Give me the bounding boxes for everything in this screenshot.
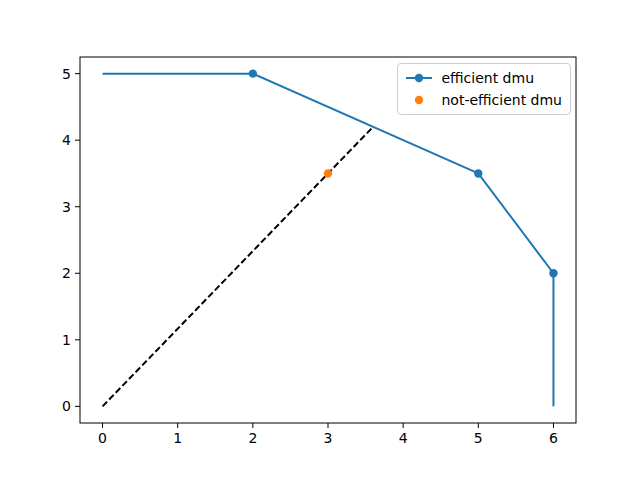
x-tick-label: 6 bbox=[549, 430, 558, 446]
legend: efficient dmu not-efficient dmu bbox=[397, 63, 571, 115]
legend-item-efficient-dmu: efficient dmu bbox=[404, 68, 562, 88]
x-tick-label: 5 bbox=[474, 430, 483, 446]
y-tick-label: 1 bbox=[62, 332, 71, 348]
x-tick-label: 1 bbox=[173, 430, 182, 446]
efficient dmu-line bbox=[103, 74, 554, 407]
y-tick-label: 3 bbox=[62, 199, 71, 215]
y-tick-label: 0 bbox=[62, 398, 71, 414]
x-tick-label: 4 bbox=[399, 430, 408, 446]
figure: 0 1 2 3 4 5 6 0 1 2 3 4 5 efficient dmu not-efficien… bbox=[0, 0, 640, 480]
legend-label-efficient-dmu: efficient dmu bbox=[441, 68, 534, 88]
projection-ray-line bbox=[103, 127, 374, 406]
line-marker-icon bbox=[404, 71, 434, 85]
efficient dmu-marker bbox=[474, 169, 482, 177]
efficient dmu-marker bbox=[549, 269, 557, 277]
legend-item-not-efficient-dmu: not-efficient dmu bbox=[404, 90, 562, 110]
x-tick-label: 2 bbox=[248, 430, 257, 446]
x-tick-label: 0 bbox=[98, 430, 107, 446]
y-tick-label: 5 bbox=[62, 66, 71, 82]
not-efficient dmu-marker bbox=[324, 169, 332, 177]
y-tick-label: 2 bbox=[62, 265, 71, 281]
x-tick-label: 3 bbox=[324, 430, 333, 446]
dot-icon bbox=[404, 93, 434, 107]
legend-label-not-efficient-dmu: not-efficient dmu bbox=[441, 90, 562, 110]
y-tick-label: 4 bbox=[62, 132, 71, 148]
efficient dmu-marker bbox=[249, 69, 257, 77]
